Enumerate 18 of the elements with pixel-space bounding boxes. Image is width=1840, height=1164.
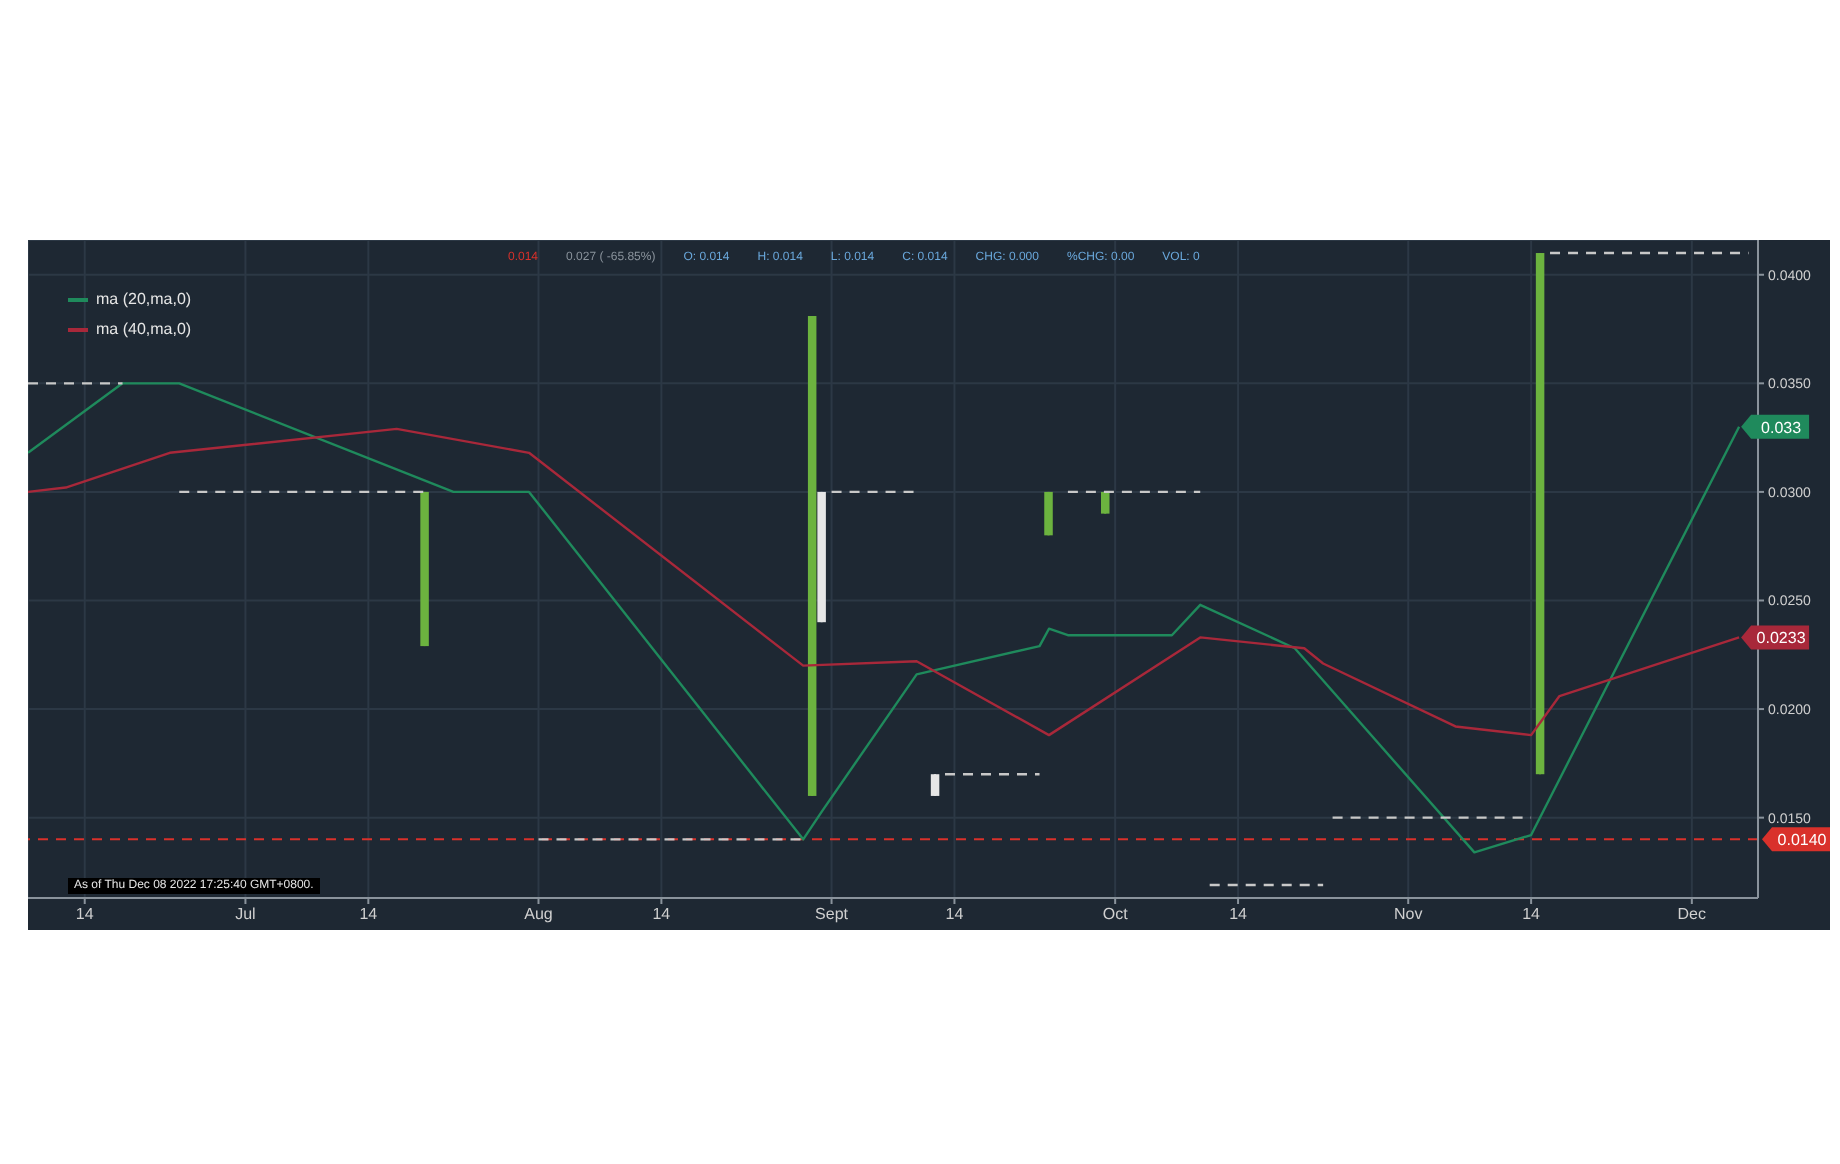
x-tick-label: 14 bbox=[652, 905, 672, 924]
x-tick-label: 14 bbox=[1229, 905, 1249, 924]
ref-line-label: 0.0140 bbox=[1777, 831, 1828, 850]
x-tick-label: Oct bbox=[1102, 905, 1130, 924]
x-tick-label: Aug bbox=[524, 905, 553, 924]
legend-label: ma (20,ma,0) bbox=[96, 288, 192, 312]
x-tick-label: 14 bbox=[1522, 905, 1542, 924]
x-tick-label: 14 bbox=[75, 905, 95, 924]
x-tick-label: Nov bbox=[1393, 905, 1423, 924]
legend-label: ma (40,ma,0) bbox=[96, 318, 192, 342]
x-tick-label: Jul bbox=[235, 905, 257, 924]
x-tick-label: Sept bbox=[815, 905, 850, 924]
candlestick bbox=[930, 773, 940, 797]
data-label: 0.0233 bbox=[1756, 629, 1807, 648]
x-tick-label: 14 bbox=[945, 905, 965, 924]
x-tick-label: Dec bbox=[1677, 905, 1707, 924]
x-tick-label: 14 bbox=[359, 905, 379, 924]
data-label: 0.033 bbox=[1761, 418, 1803, 437]
